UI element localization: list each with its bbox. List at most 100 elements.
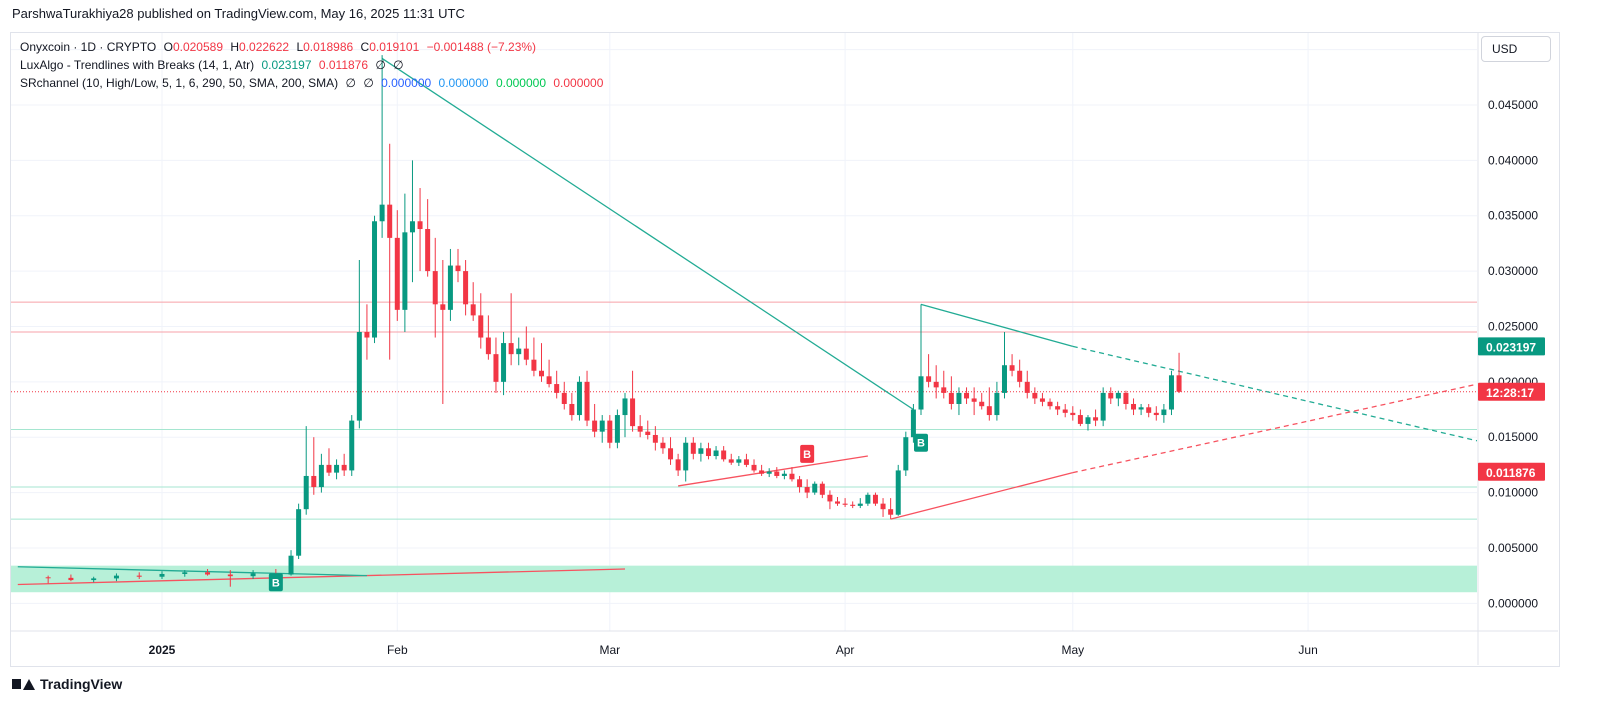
legend-sr-name[interactable]: SRchannel (10, High/Low, 5, 1, 6, 290, 5… — [20, 76, 339, 90]
candle-body[interactable] — [599, 420, 605, 432]
candle-body[interactable] — [933, 381, 939, 388]
candle-body[interactable] — [668, 448, 674, 460]
candle-body[interactable] — [1100, 392, 1106, 421]
candle-body[interactable] — [341, 464, 347, 471]
candle-body[interactable] — [136, 575, 142, 577]
candle-body[interactable] — [463, 271, 469, 305]
candle-body[interactable] — [311, 475, 317, 488]
candle-body[interactable] — [113, 575, 119, 579]
candle-body[interactable] — [501, 343, 507, 382]
candle-body[interactable] — [508, 343, 514, 355]
candle-body[interactable] — [607, 420, 613, 443]
candle-body[interactable] — [447, 265, 453, 310]
candle-body[interactable] — [827, 494, 833, 502]
candle-body[interactable] — [926, 376, 932, 382]
candle-body[interactable] — [91, 578, 97, 581]
candle-body[interactable] — [356, 332, 362, 421]
candle-body[interactable] — [296, 509, 302, 556]
candle-body[interactable] — [683, 442, 689, 471]
candle-body[interactable] — [592, 420, 598, 432]
candle-body[interactable] — [440, 304, 446, 310]
candle-body[interactable] — [68, 577, 74, 581]
candle-body[interactable] — [1093, 417, 1099, 421]
candle-body[interactable] — [1017, 370, 1023, 382]
candle-body[interactable] — [531, 359, 537, 371]
candle-body[interactable] — [622, 398, 628, 416]
break-marker[interactable] — [800, 444, 815, 463]
candle-body[interactable] — [227, 574, 233, 577]
candle-body[interactable] — [713, 450, 719, 457]
candle-body[interactable] — [645, 431, 651, 435]
candle-body[interactable] — [569, 403, 575, 416]
candle-body[interactable] — [1062, 409, 1068, 413]
candle-body[interactable] — [986, 406, 992, 416]
candle-body[interactable] — [948, 392, 954, 404]
candle-body[interactable] — [660, 442, 666, 449]
candle-body[interactable] — [630, 398, 636, 427]
candle-body[interactable] — [554, 384, 560, 393]
candle-body[interactable] — [964, 392, 970, 399]
candle-body[interactable] — [789, 473, 795, 480]
candle-body[interactable] — [994, 392, 1000, 416]
candle-body[interactable] — [455, 265, 461, 272]
candle-body[interactable] — [1115, 392, 1121, 399]
candle-body[interactable] — [379, 204, 385, 222]
candle-body[interactable] — [432, 271, 438, 305]
candle-body[interactable] — [979, 401, 985, 407]
candle-body[interactable] — [45, 577, 51, 579]
candle-body[interactable] — [759, 470, 765, 474]
candle-body[interactable] — [857, 503, 863, 506]
candle-body[interactable] — [470, 304, 476, 316]
candle-body[interactable] — [1047, 401, 1053, 407]
candle-body[interactable] — [523, 348, 529, 360]
candle-body[interactable] — [812, 483, 818, 493]
candle-body[interactable] — [402, 232, 408, 310]
candle-body[interactable] — [804, 487, 810, 493]
candle-body[interactable] — [182, 572, 188, 574]
candle-body[interactable] — [835, 501, 841, 504]
candle-body[interactable] — [409, 221, 415, 233]
candle-body[interactable] — [1085, 417, 1091, 424]
candle-body[interactable] — [372, 221, 378, 338]
legend-symbol[interactable]: Onyxcoin · 1D · CRYPTO — [20, 40, 157, 54]
candle-body[interactable] — [728, 459, 734, 463]
candle-body[interactable] — [417, 221, 423, 230]
candle-body[interactable] — [797, 479, 803, 488]
candle-body[interactable] — [690, 442, 696, 454]
candle-body[interactable] — [895, 470, 901, 515]
candle-body[interactable] — [652, 434, 658, 443]
footer-brand[interactable]: TradingView — [12, 676, 122, 692]
candle-body[interactable] — [956, 392, 962, 404]
candle-body[interactable] — [205, 572, 211, 575]
candle-body[interactable] — [842, 503, 848, 505]
candle-body[interactable] — [721, 450, 727, 460]
candle-body[interactable] — [872, 494, 878, 504]
candle-body[interactable] — [637, 426, 643, 432]
candle-body[interactable] — [1108, 392, 1114, 399]
candle-body[interactable] — [584, 381, 590, 421]
candle-body[interactable] — [425, 229, 431, 272]
candle-body[interactable] — [1131, 403, 1137, 410]
candle-body[interactable] — [1176, 375, 1182, 392]
candle-body[interactable] — [888, 509, 894, 515]
candle-body[interactable] — [766, 471, 772, 474]
candle-body[interactable] — [387, 204, 393, 238]
candle-body[interactable] — [288, 555, 294, 575]
candle-body[interactable] — [865, 494, 871, 504]
candle-body[interactable] — [485, 337, 491, 355]
candle-body[interactable] — [516, 348, 522, 355]
candle-body[interactable] — [774, 471, 780, 476]
candle-body[interactable] — [546, 376, 552, 385]
candle-body[interactable] — [493, 354, 499, 382]
candle-body[interactable] — [1024, 381, 1030, 393]
candle-body[interactable] — [1001, 365, 1007, 393]
candle-body[interactable] — [819, 483, 825, 495]
candle-body[interactable] — [850, 504, 856, 506]
legend-luxalgo-name[interactable]: LuxAlgo - Trendlines with Breaks (14, 1,… — [20, 58, 255, 72]
candle-body[interactable] — [1138, 407, 1144, 410]
candle-body[interactable] — [698, 448, 704, 454]
candle-body[interactable] — [1039, 398, 1045, 402]
candle-body[interactable] — [705, 448, 711, 457]
candle-body[interactable] — [159, 573, 165, 577]
